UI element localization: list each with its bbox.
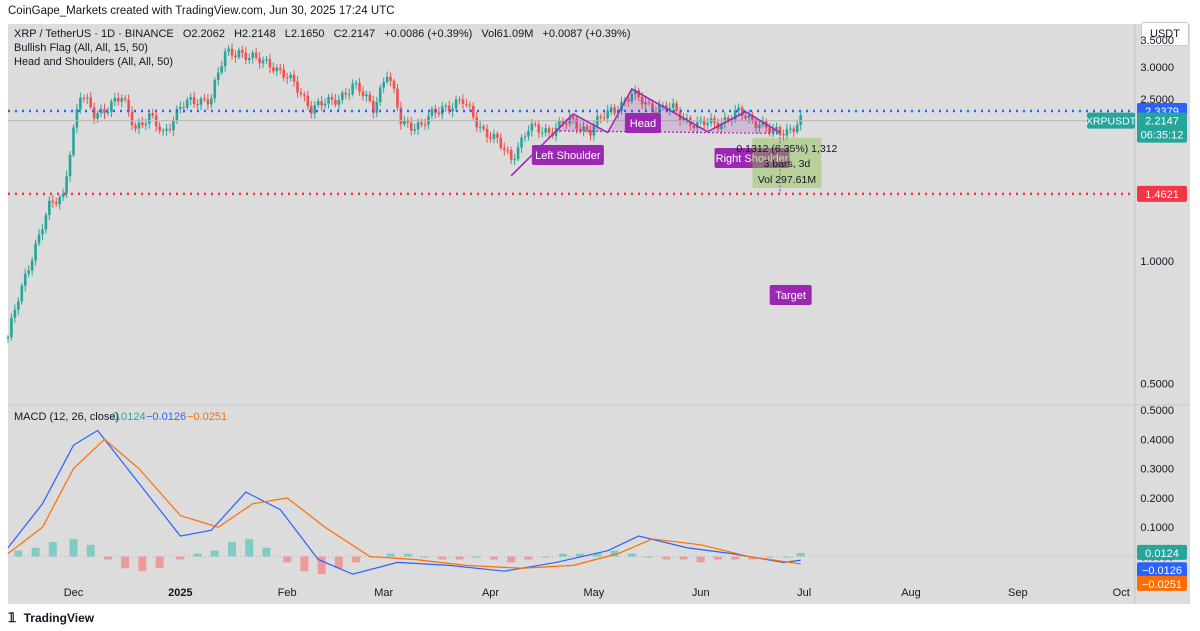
symbol-name[interactable]: XRP / TetherUS · 1D · BINANCE	[14, 28, 174, 40]
close-value: C2.2147	[333, 28, 376, 40]
high-value: H2.2148	[234, 28, 276, 40]
volume-change-value: +0.0087 (+0.39%)	[542, 28, 631, 40]
tradingview-brand: TradingView	[23, 611, 95, 625]
attribution-text: CoinGape_Markets created with TradingVie…	[8, 5, 395, 17]
volume-value: Vol61.09M	[481, 28, 534, 40]
low-value: L2.1650	[284, 28, 325, 40]
change-value: +0.0086 (+0.39%)	[384, 28, 473, 40]
open-value: O2.2062	[182, 28, 226, 40]
tradingview-icon: 𝟙	[8, 610, 17, 625]
symbol-legend: XRP / TetherUS · 1D · BINANCE O2.2062 H2…	[14, 28, 637, 40]
tradingview-logo[interactable]: 𝟙 TradingView	[8, 610, 94, 626]
chart-area[interactable]	[8, 24, 1190, 604]
currency-selector[interactable]: USDT	[1141, 22, 1189, 46]
indicator-head-shoulders[interactable]: Head and Shoulders (All, All, 50)	[14, 56, 173, 68]
header-bar	[0, 0, 1200, 24]
indicator-bullish-flag[interactable]: Bullish Flag (All, All, 15, 50)	[14, 42, 148, 54]
